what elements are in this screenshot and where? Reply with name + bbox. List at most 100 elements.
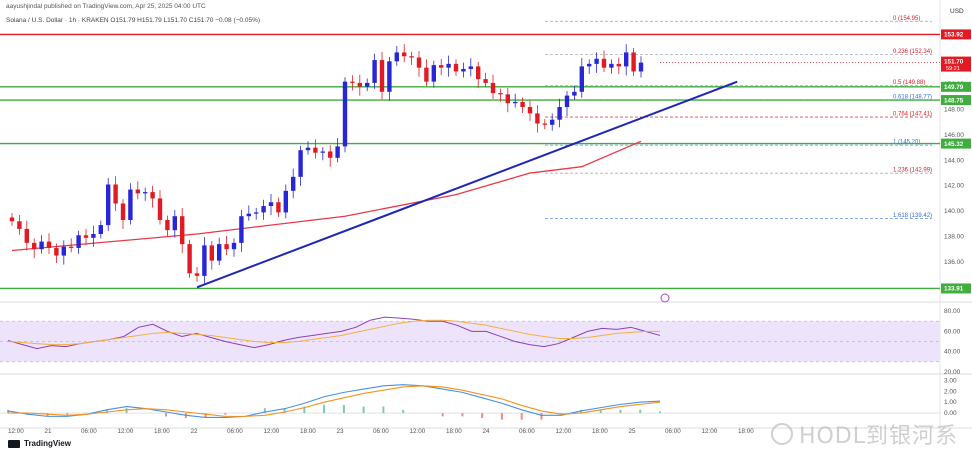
candle-body [305,147,311,151]
price-axis-tick-5: 146.00 [944,132,964,139]
time-axis-tick-12: 18:00 [446,428,462,435]
candle-body [17,221,22,229]
watermark-icon [770,423,793,445]
candle-body [328,151,333,158]
candle-body [616,63,621,67]
candle-body [313,147,318,153]
trend-line [196,80,738,289]
time-axis-tick-10: 06:00 [373,428,389,435]
fib-label-0.236: 0.236 (152.34) [893,49,932,55]
price-axis-tick-2: 140.00 [944,208,964,215]
candle-body [224,244,229,250]
last-price-tag-bg [941,56,971,72]
candle-body [98,225,103,234]
time-axis-tick-0: 12:00 [8,428,24,435]
candle-body [483,79,488,83]
candle-body [631,52,636,72]
rsi-series-0 [7,316,661,350]
time-axis-tick-11: 12:00 [410,428,426,435]
macd-axis-tick-2: 2.00 [944,388,957,395]
tradingview-logo-text: TradingView [24,439,71,448]
publish-header: aayushjindal published on TradingView.co… [6,3,206,10]
candle-body [32,242,37,250]
macd-series-1 [8,385,661,417]
candle-body [165,220,170,231]
candle-body [291,176,296,191]
candle-body [342,81,348,147]
candle-body [202,245,207,276]
candle-body [446,63,451,68]
candle-body [180,216,185,245]
time-axis-tick-8: 18:00 [300,428,316,435]
candle-body [39,241,44,250]
candle-body [461,68,466,72]
time-axis-tick-3: 12:00 [118,428,134,435]
candle-body [535,113,540,124]
time-axis-tick-2: 06:00 [81,428,97,435]
alert-icon [660,293,670,303]
time-axis-tick-5: 22 [191,428,199,435]
macd-axis-tick-3: 3.00 [944,377,957,384]
candle-body [150,192,155,199]
rsi-series-1 [7,319,660,346]
price-axis-tick-0: 136.00 [944,259,964,266]
tradingview-logo-icon [8,439,20,448]
candle-body [217,244,222,261]
macd-series-0 [7,384,661,419]
level-tag-2: 148.75 [944,97,964,104]
candle-body [24,228,29,243]
candle-body [283,190,288,213]
rsi-axis-tick-1: 60.00 [944,328,961,335]
fib-label-1.236: 1.236 (142.99) [893,168,932,174]
time-axis-tick-6: 06:00 [227,428,243,435]
tradingview-logo[interactable]: TradingView [8,439,71,448]
fib-label-0.764: 0.764 (147.41) [893,112,932,118]
candle-body [261,206,266,213]
time-axis-tick-19: 12:00 [702,428,718,435]
time-axis-tick-14: 06:00 [519,428,535,435]
macd-axis-tick-1: 1.00 [944,399,957,406]
level-tag-bg-4 [941,283,971,294]
candle-body [254,212,259,214]
candle-body [106,184,111,226]
candle-body [527,107,533,114]
candle-body [194,273,200,276]
candle-body [276,202,281,213]
watermark-text: HODL到银河系 [798,424,958,449]
candle-body [601,58,607,68]
candle-body [120,203,126,221]
moving-average-line [11,140,642,252]
candle-body [61,246,66,256]
candle-body [76,235,81,248]
candle-body [350,81,355,83]
time-axis-tick-9: 23 [337,428,345,435]
candle-body [69,246,74,248]
candle-body [365,82,370,87]
candle-body [387,61,392,92]
price-axis-tick-6: 148.00 [944,107,964,114]
candle-body [209,245,214,261]
level-tag-bg-2 [941,95,971,106]
candle-body [468,66,473,69]
fib-label-1.618: 1.618 (139.42) [893,213,932,219]
candle-body [335,146,340,158]
candle-body [46,241,52,248]
candle-body [579,66,584,92]
candle-body [557,107,562,120]
macd-axis-tick-0: 0.00 [944,410,957,417]
candle-body [594,58,599,64]
candle-body [394,52,399,62]
candle-body [520,101,525,108]
candle-body [239,216,244,243]
candle-body [572,91,577,96]
candle-body [476,66,481,80]
candle-body [246,213,251,217]
candle-body [91,233,96,238]
level-tag-bg-1 [941,81,971,92]
time-axis-tick-20: 18:00 [738,428,754,435]
price-axis-tick-1: 138.00 [944,234,964,241]
candle-body [9,217,15,222]
price-axis-bg [940,0,972,430]
price-axis-tick-3: 142.00 [944,183,964,190]
